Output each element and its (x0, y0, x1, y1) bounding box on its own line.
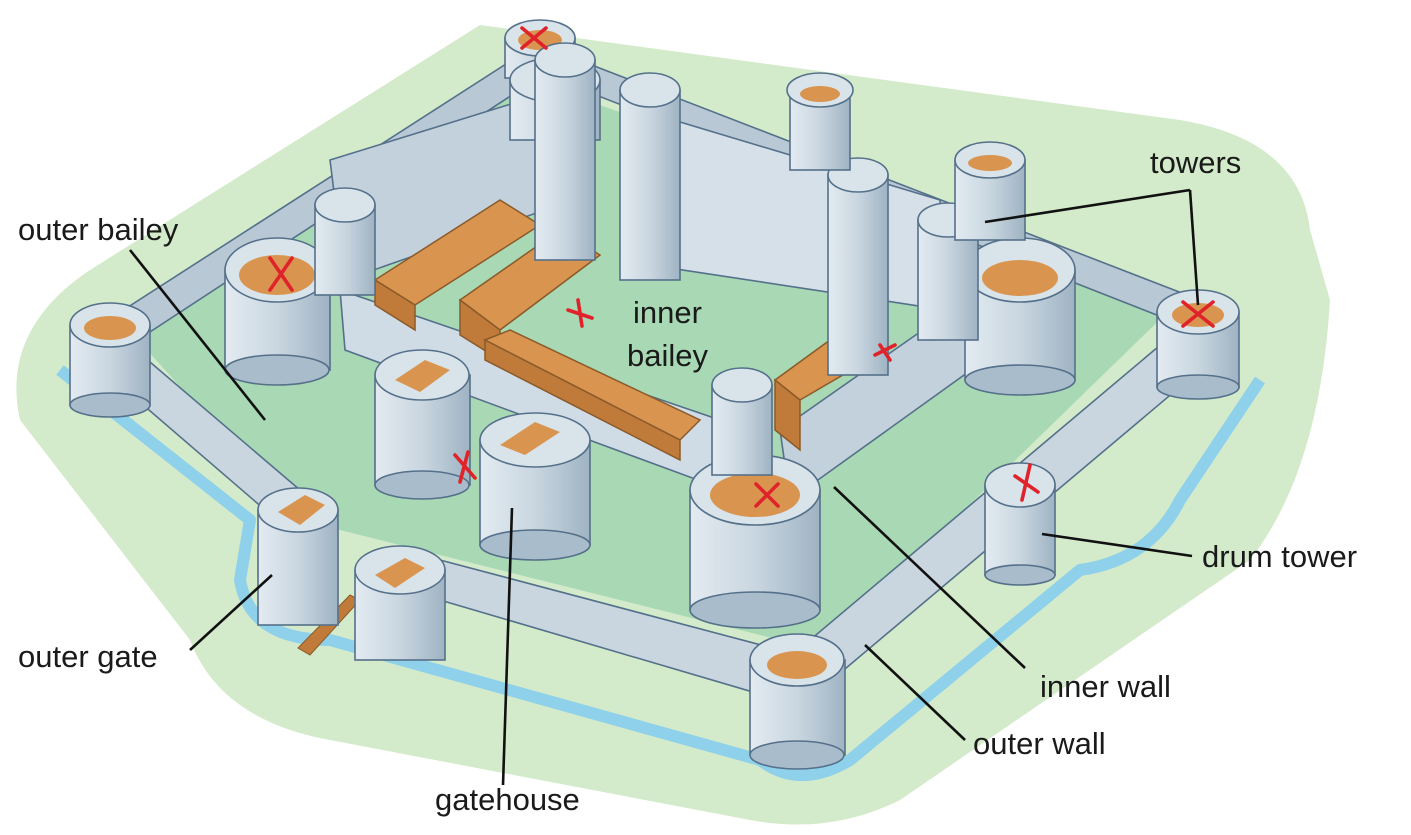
tower-outer-west (69, 302, 151, 418)
label-inner-wall: inner wall (1040, 669, 1171, 704)
turret-1 (534, 42, 596, 261)
tower-outer-east (1156, 289, 1240, 400)
turret-7 (786, 72, 854, 171)
turret-4 (827, 157, 889, 376)
gatehouse (374, 349, 591, 561)
label-outer-gate: outer gate (18, 639, 158, 674)
label-outer-bailey: outer bailey (18, 212, 179, 247)
hall-left-side (374, 278, 416, 332)
x-marker-2 (268, 256, 294, 292)
tower-outer-south (749, 633, 846, 770)
hall-right-side (774, 378, 801, 452)
leader-outer-gate (189, 574, 273, 651)
tower-inner-south (689, 454, 821, 629)
leader-drum-tower (1041, 532, 1193, 558)
tower-inner-east (964, 237, 1076, 396)
x-marker-7 (1181, 300, 1215, 328)
turret-5 (917, 202, 979, 341)
label-inner-bailey-line1: inner (633, 295, 702, 330)
leader-outer-wall (864, 644, 966, 741)
drum-tower (984, 462, 1056, 586)
label-gatehouse: gatehouse (435, 782, 580, 817)
label-outer-wall: outer wall (973, 726, 1106, 761)
label-towers: towers (1150, 145, 1241, 180)
outer-gate (257, 487, 446, 661)
turret-2 (619, 72, 681, 281)
x-marker-1 (520, 26, 548, 50)
hall-front-side (484, 338, 681, 462)
leader-inner-wall (833, 486, 1026, 669)
x-marker-8 (1013, 463, 1040, 502)
leader-gatehouse (501, 507, 514, 786)
x-marker-4 (873, 343, 897, 362)
x-marker-3 (566, 298, 594, 328)
turret-3 (314, 187, 376, 296)
label-inner-bailey-line2: bailey (627, 338, 708, 373)
leader-outer-bailey (128, 249, 267, 421)
leader-towers-a (984, 188, 1191, 224)
turret-6 (711, 367, 773, 476)
x-marker-5 (453, 450, 477, 484)
x-marker-6 (754, 482, 780, 508)
label-drum-tower: drum tower (1202, 539, 1357, 574)
turret-8 (954, 141, 1026, 241)
leader-towers-b (1188, 189, 1200, 306)
